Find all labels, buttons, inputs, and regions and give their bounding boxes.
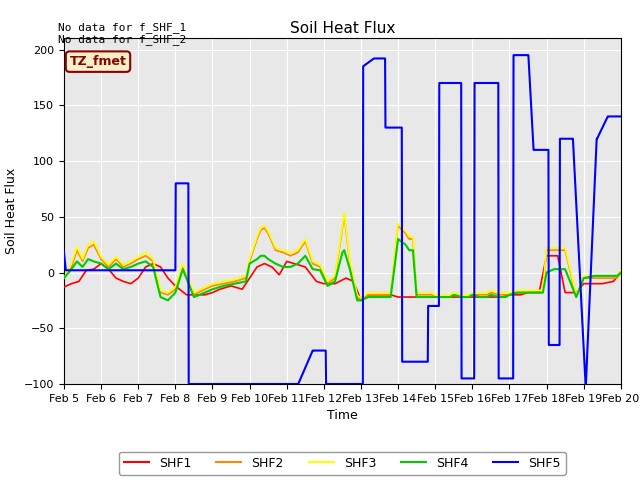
X-axis label: Time: Time <box>327 409 358 422</box>
Text: TZ_fmet: TZ_fmet <box>70 55 127 68</box>
Title: Soil Heat Flux: Soil Heat Flux <box>290 21 395 36</box>
Y-axis label: Soil Heat Flux: Soil Heat Flux <box>5 168 19 254</box>
Legend: SHF1, SHF2, SHF3, SHF4, SHF5: SHF1, SHF2, SHF3, SHF4, SHF5 <box>119 452 566 475</box>
Text: No data for f_SHF_1
No data for f_SHF_2: No data for f_SHF_1 No data for f_SHF_2 <box>58 22 186 45</box>
